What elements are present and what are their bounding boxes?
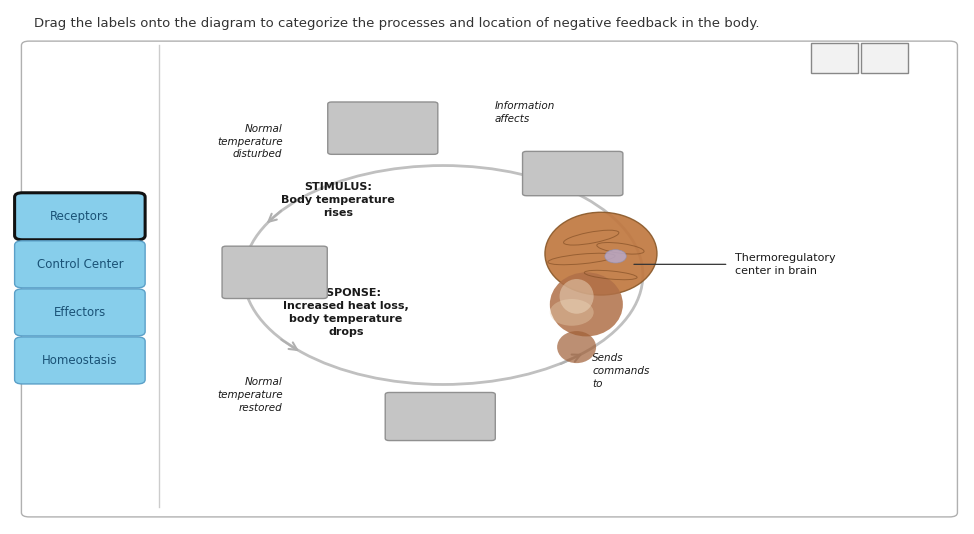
Text: Reset: Reset <box>819 53 850 62</box>
FancyBboxPatch shape <box>522 152 623 195</box>
FancyBboxPatch shape <box>21 41 957 517</box>
Text: Drag the labels onto the diagram to categorize the processes and location of neg: Drag the labels onto the diagram to cate… <box>34 17 760 30</box>
Ellipse shape <box>549 272 623 336</box>
Text: Homeostasis: Homeostasis <box>42 354 118 367</box>
FancyBboxPatch shape <box>861 43 908 73</box>
FancyBboxPatch shape <box>15 337 145 384</box>
Ellipse shape <box>545 212 656 295</box>
FancyBboxPatch shape <box>811 43 858 73</box>
FancyBboxPatch shape <box>15 289 145 336</box>
FancyBboxPatch shape <box>15 241 145 288</box>
Text: Normal
temperature
restored: Normal temperature restored <box>217 378 282 413</box>
Text: STIMULUS:
Body temperature
rises: STIMULUS: Body temperature rises <box>281 183 394 218</box>
Text: Control Center: Control Center <box>37 258 123 271</box>
FancyBboxPatch shape <box>15 193 145 240</box>
Text: Receptors: Receptors <box>51 210 109 223</box>
Ellipse shape <box>557 331 596 363</box>
Text: Sends
commands
to: Sends commands to <box>592 354 650 389</box>
FancyBboxPatch shape <box>222 246 327 299</box>
Ellipse shape <box>549 299 593 326</box>
Ellipse shape <box>605 249 626 263</box>
Text: Information
affects: Information affects <box>495 101 555 123</box>
FancyBboxPatch shape <box>386 392 495 441</box>
Text: RESPONSE:
Increased heat loss,
body temperature
drops: RESPONSE: Increased heat loss, body temp… <box>282 288 409 336</box>
Text: Help: Help <box>872 53 897 62</box>
Ellipse shape <box>559 279 593 313</box>
FancyBboxPatch shape <box>327 102 438 154</box>
Text: Effectors: Effectors <box>54 306 106 319</box>
Text: Normal
temperature
disturbed: Normal temperature disturbed <box>217 124 282 159</box>
Text: Thermoregulatory
center in brain: Thermoregulatory center in brain <box>735 253 836 276</box>
